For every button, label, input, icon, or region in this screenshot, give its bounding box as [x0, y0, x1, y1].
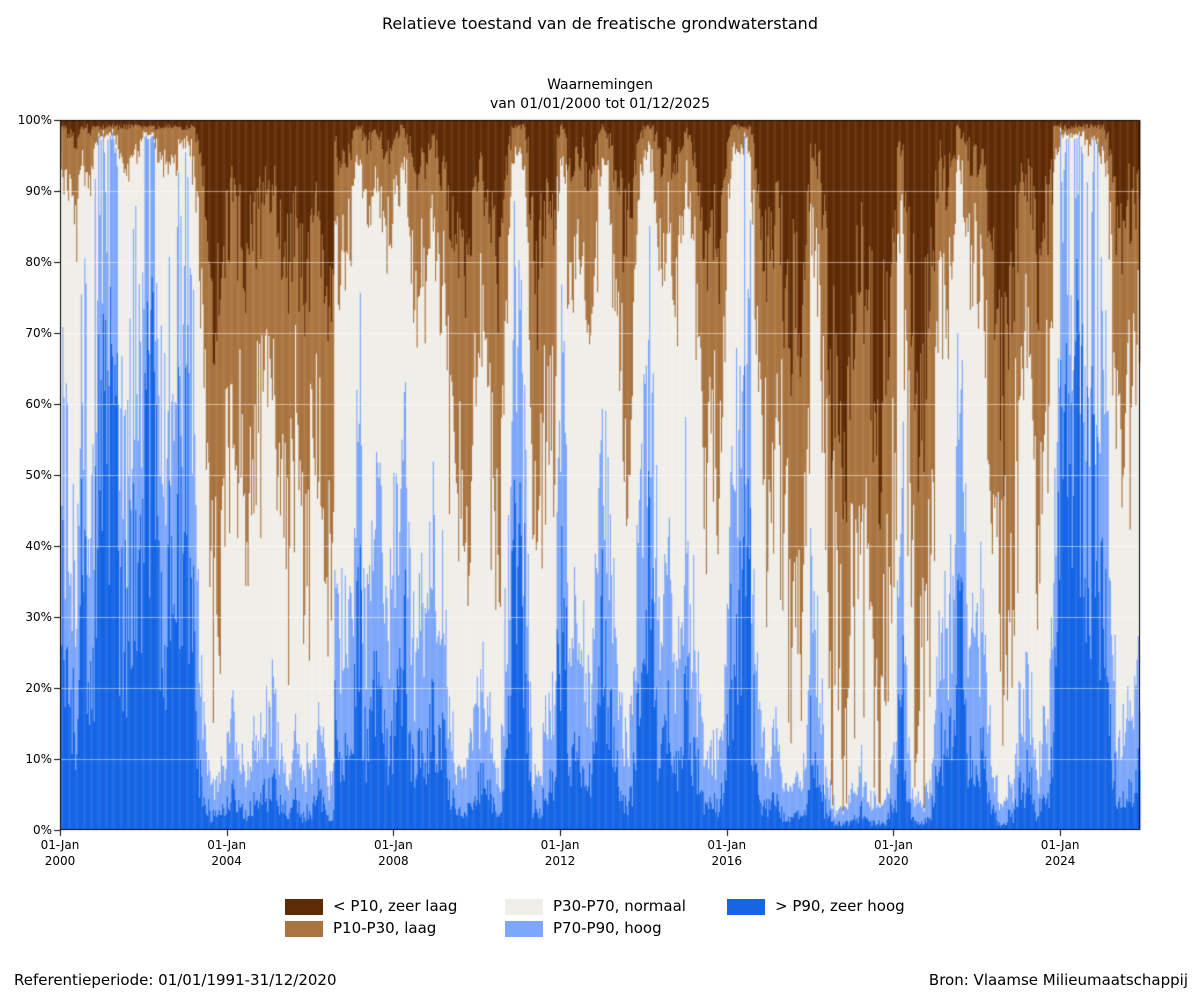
y-tick-label: 90% [25, 184, 52, 198]
axes-title-line1: Waarnemingen [547, 77, 653, 93]
y-tick-label: 40% [25, 539, 52, 553]
x-tick-year: 2020 [878, 854, 909, 868]
y-tick-label: 70% [25, 326, 52, 340]
x-tick-day-month: 01-Jan [207, 838, 247, 852]
source-note: Bron: Vlaamse Milieumaatschappij [928, 971, 1188, 989]
x-tick-label: 01-Jan 2008 [348, 837, 438, 869]
y-tick-label: 30% [25, 610, 52, 624]
y-tick-label: 60% [25, 397, 52, 411]
x-tick-year: 2008 [378, 854, 409, 868]
legend-swatch-zeer_laag [285, 899, 323, 915]
x-tick-year: 2012 [544, 854, 576, 868]
x-tick-label: 01-Jan 2020 [848, 837, 938, 869]
x-tick-label: 01-Jan 2004 [182, 837, 272, 869]
x-tick-year: 2024 [1044, 854, 1076, 868]
y-tick-label: 0% [32, 823, 52, 837]
y-tick-label: 100% [17, 113, 52, 127]
x-tick-day-month: 01-Jan [874, 838, 913, 852]
legend-swatch-zeer_hoog [727, 899, 765, 915]
x-tick-label: 01-Jan 2000 [15, 837, 105, 869]
reference-period-note: Referentieperiode: 01/01/1991-31/12/2020 [14, 971, 337, 989]
x-tick-day-month: 01-Jan [1040, 838, 1080, 852]
page-title: Relatieve toestand van de freatische gro… [382, 14, 818, 33]
x-tick-label: 01-Jan 2016 [682, 837, 772, 869]
x-tick-day-month: 01-Jan [373, 838, 413, 852]
legend-label-zeer_laag: < P10, zeer laag [333, 897, 458, 915]
legend-label-laag: P10-P30, laag [333, 919, 437, 937]
x-tick-day-month: 01-Jan [707, 838, 747, 852]
y-tick-label: 10% [25, 752, 52, 766]
axes-title-line2: van 01/01/2000 tot 01/12/2025 [489, 96, 710, 112]
x-tick-day-month: 01-Jan [40, 838, 80, 852]
y-tick-label: 20% [25, 681, 52, 695]
y-tick-label: 80% [25, 255, 52, 269]
legend-swatch-laag [285, 921, 323, 937]
axes-title: Waarnemingen van 01/01/2000 tot 01/12/20… [0, 76, 1200, 114]
x-tick-day-month: 01-Jan [540, 838, 580, 852]
x-tick-label: 01-Jan 2024 [1015, 837, 1105, 869]
legend-swatch-normaal [505, 899, 543, 915]
y-tick-label: 50% [25, 468, 52, 482]
x-tick-year: 2016 [711, 854, 743, 868]
legend-swatch-hoog [505, 921, 543, 937]
x-tick-year: 2000 [44, 854, 76, 868]
x-tick-label: 01-Jan 2012 [515, 837, 605, 869]
legend-label-hoog: P70-P90, hoog [553, 919, 662, 937]
legend-label-normaal: P30-P70, normaal [553, 897, 686, 915]
legend-label-zeer_hoog: > P90, zeer hoog [775, 897, 905, 915]
x-tick-year: 2004 [211, 854, 242, 868]
